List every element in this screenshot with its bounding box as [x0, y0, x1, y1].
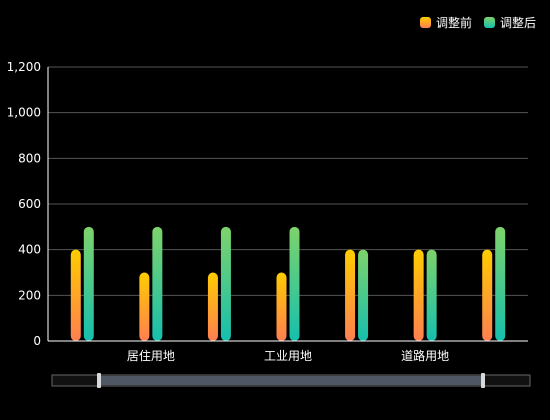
bar-after[interactable]	[495, 226, 506, 341]
y-tick-label: 1,200	[7, 60, 41, 74]
datazoom-slider[interactable]	[51, 373, 531, 388]
x-tick-label: 道路用地	[401, 348, 449, 363]
bar-before[interactable]	[139, 272, 150, 342]
bar-after[interactable]	[289, 226, 300, 341]
y-tick-label: 1,000	[7, 106, 41, 120]
y-tick-label: 0	[33, 334, 41, 348]
legend-label-before: 调整前	[435, 16, 472, 30]
bar-after[interactable]	[358, 249, 369, 341]
legend-item-after[interactable]: 调整后	[483, 14, 536, 31]
bar-before[interactable]	[413, 249, 424, 341]
y-tick-label: 600	[18, 197, 41, 211]
y-tick-label: 200	[18, 288, 41, 302]
y-axis-tick-labels: 0 200 400 600 800 1,000 1,200	[7, 60, 41, 348]
x-tick-label: 工业用地	[264, 349, 312, 363]
slider-handle-right[interactable]	[481, 373, 485, 388]
legend-swatch-after	[483, 17, 495, 28]
x-tick-label: 居住用地	[127, 349, 175, 363]
bar-after[interactable]	[220, 226, 231, 341]
bar-after[interactable]	[83, 226, 94, 341]
legend-swatch-before	[419, 17, 431, 28]
bar-before[interactable]	[345, 249, 356, 341]
bar-before[interactable]	[276, 272, 287, 342]
bar-before[interactable]	[482, 249, 493, 341]
bar-after[interactable]	[426, 249, 437, 341]
axes	[47, 67, 528, 342]
legend-item-before[interactable]: 调整前	[419, 14, 472, 31]
y-tick-label: 800	[18, 151, 41, 165]
bar-after[interactable]	[152, 226, 163, 341]
bars	[70, 226, 506, 342]
legend: 调整前 调整后	[419, 14, 536, 31]
y-tick-label: 400	[18, 243, 41, 257]
legend-label-after: 调整后	[499, 16, 536, 30]
bar-before[interactable]	[70, 249, 81, 341]
slider-selected-range[interactable]	[99, 376, 483, 385]
grid	[48, 66, 528, 296]
slider-handle-left[interactable]	[97, 373, 101, 388]
bar-before[interactable]	[207, 272, 218, 342]
x-axis-tick-labels: 居住用地 工业用地 道路用地	[127, 348, 449, 363]
